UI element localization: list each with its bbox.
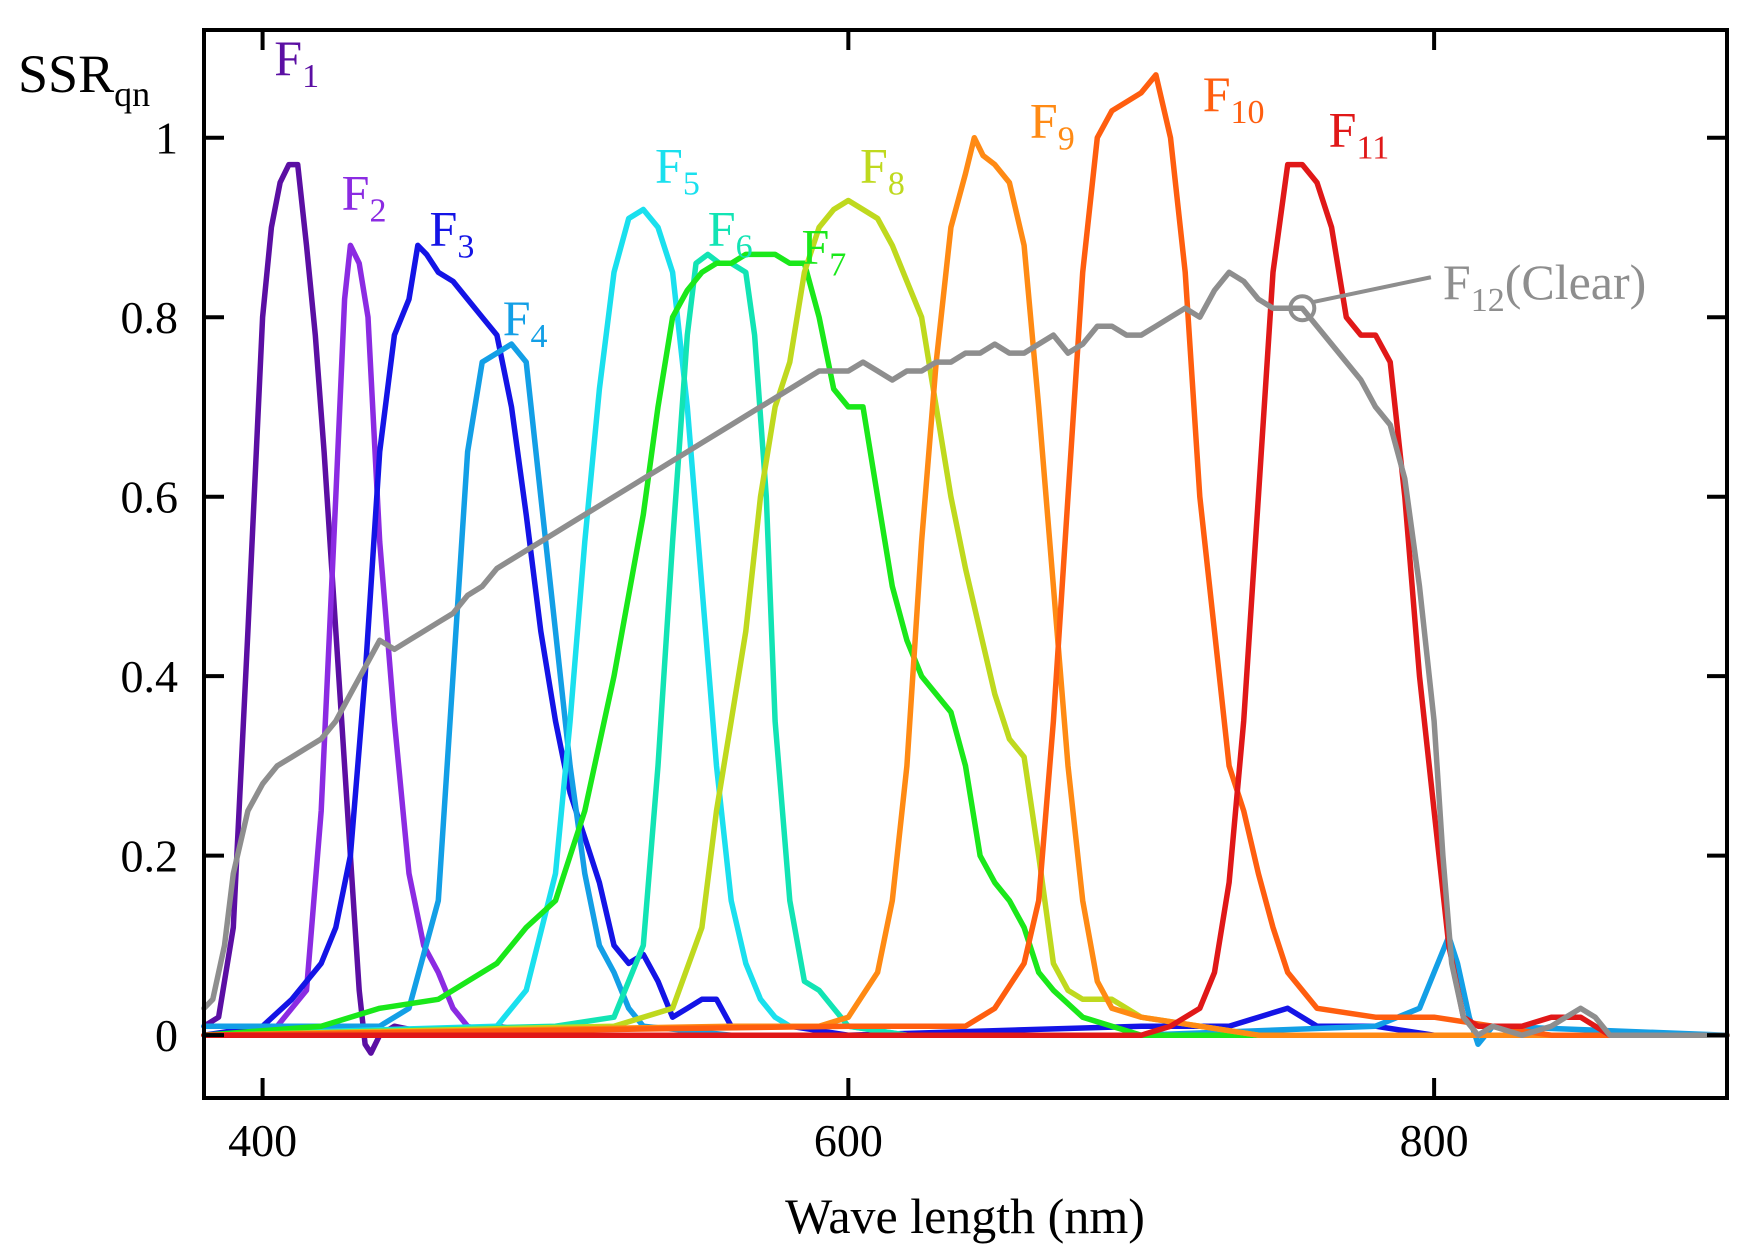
plot-frame (202, 28, 1729, 1100)
series-marker-f12-clear (1288, 294, 1317, 323)
series-label-f1: F1 (274, 30, 319, 95)
series-label-f7: F7 (801, 218, 846, 283)
series-label-f12-clear: F12(Clear) (1443, 254, 1646, 319)
y-tick-label: 1 (155, 113, 178, 164)
series-line-f11 (201, 161, 1730, 1038)
series-line-f3 (201, 242, 1730, 1038)
series-label-f8: F8 (860, 138, 905, 203)
tick-layer: 400 600 800 0 0.2 0.4 0.6 0.8 1 (121, 30, 1727, 1166)
series-label-f2: F2 (342, 164, 387, 229)
y-tick-label: 0.2 (121, 831, 179, 882)
y-tick-label: 0.4 (121, 651, 179, 702)
series-label-f4: F4 (503, 290, 548, 355)
series-label-f6: F6 (708, 200, 753, 265)
series-line-f12-clear (201, 269, 1730, 1038)
series-leader-f12-clear (1311, 275, 1432, 305)
series-label-f11: F11 (1329, 102, 1390, 167)
x-tick-label: 600 (814, 1115, 883, 1166)
series-line-f10 (201, 72, 1730, 1038)
series-line-f9 (201, 134, 1730, 1038)
series-line-f6 (201, 251, 1730, 1038)
series-label-f3: F3 (430, 200, 475, 265)
x-axis-title: Wave length (nm) (785, 1188, 1145, 1244)
x-tick-label: 800 (1400, 1115, 1469, 1166)
series-label-f5: F5 (655, 138, 700, 203)
series-line-f7 (201, 251, 1730, 1038)
y-axis-title: SSRqn (18, 44, 150, 114)
series-line-f5 (201, 206, 1730, 1038)
series-line-f2 (201, 242, 1730, 1038)
y-axis-title-sub: qn (114, 74, 150, 114)
series-line-f4 (201, 341, 1730, 1047)
y-tick-label: 0.6 (121, 472, 179, 523)
series-line-f8 (201, 197, 1730, 1038)
series-label-f9: F9 (1030, 93, 1075, 158)
y-tick-label: 0 (155, 1010, 178, 1061)
y-tick-label: 0.8 (121, 292, 179, 343)
x-tick-label: 400 (228, 1115, 297, 1166)
series-label-f10: F10 (1203, 66, 1265, 131)
y-axis-title-main: SSR (18, 44, 114, 104)
series-layer (201, 72, 1730, 1056)
